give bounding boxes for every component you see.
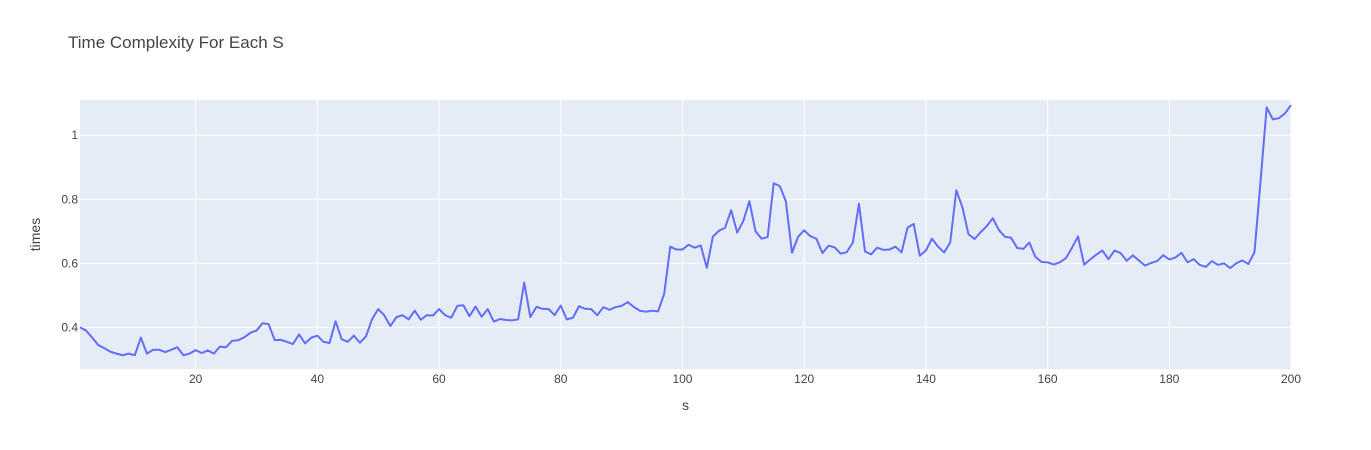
x-tick-label: 180 (1159, 372, 1179, 386)
y-axis-title: times (27, 218, 43, 251)
x-axis-ticks: 20 40 60 80 100 120 140 160 180 200 (189, 372, 1301, 386)
y-tick-label: 0.8 (61, 192, 78, 206)
plot-area (80, 100, 1291, 369)
y-tick-label: 0.6 (61, 256, 78, 270)
gridlines (80, 100, 1292, 369)
x-tick-label: 80 (554, 372, 568, 386)
x-axis-title: s (682, 397, 689, 413)
x-tick-label: 100 (672, 372, 692, 386)
y-axis-ticks: 0.4 0.6 0.8 1 (61, 128, 78, 334)
x-tick-label: 60 (432, 372, 446, 386)
y-tick-label: 1 (71, 128, 78, 142)
y-tick-label: 0.4 (61, 320, 78, 334)
series-line[interactable] (79, 104, 1292, 357)
x-tick-label: 160 (1038, 372, 1058, 386)
x-tick-label: 200 (1281, 372, 1301, 386)
x-tick-label: 120 (794, 372, 814, 386)
x-tick-label: 20 (189, 372, 203, 386)
x-tick-label: 40 (311, 372, 325, 386)
x-tick-label: 140 (916, 372, 936, 386)
chart-title: Time Complexity For Each S (68, 33, 284, 52)
